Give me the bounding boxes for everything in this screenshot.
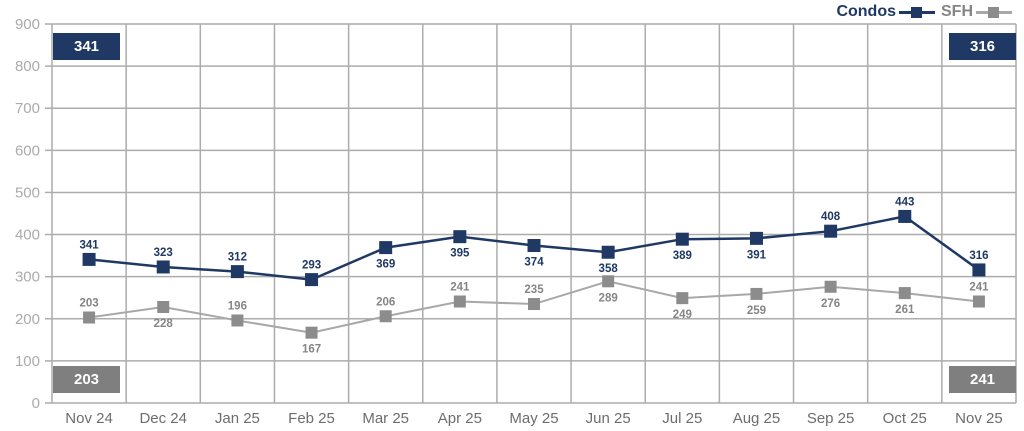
data-label-condos: 374 — [524, 257, 544, 269]
y-tick-label: 800 — [15, 58, 40, 75]
marker-sfh — [602, 275, 615, 288]
marker-sfh — [972, 295, 985, 308]
marker-condos — [82, 252, 96, 266]
data-label-condos: 358 — [599, 263, 619, 275]
legend-label-condos: Condos — [836, 3, 896, 20]
marker-condos — [230, 265, 244, 279]
data-label-sfh: 289 — [599, 292, 618, 304]
marker-condos — [675, 232, 689, 246]
data-label-sfh: 203 — [79, 298, 98, 310]
y-tick-label: 600 — [15, 142, 40, 159]
condos-legend-square — [911, 6, 922, 18]
condos-first-value-badge: 341 — [53, 33, 120, 60]
x-tick-label: May 25 — [509, 410, 558, 427]
data-label-sfh: 259 — [747, 305, 766, 317]
x-tick-label: Apr 25 — [438, 410, 482, 427]
x-tick-label: Oct 25 — [883, 410, 927, 427]
y-tick-label: 900 — [15, 16, 40, 33]
y-tick-label: 100 — [15, 353, 40, 370]
data-label-sfh: 276 — [821, 298, 840, 310]
data-label-condos: 312 — [228, 252, 247, 264]
sfh-last-value-badge: 241 — [949, 366, 1016, 393]
marker-sfh — [898, 287, 911, 300]
x-tick-label: Sep 25 — [807, 410, 855, 427]
marker-sfh — [379, 310, 392, 323]
data-label-condos: 443 — [895, 196, 914, 208]
x-tick-label: Aug 25 — [733, 410, 781, 427]
marker-sfh — [676, 292, 689, 305]
x-tick-label: Mar 25 — [362, 410, 409, 427]
data-label-condos: 323 — [154, 247, 173, 259]
legend-item-condos: Condos — [836, 3, 935, 21]
data-label-condos: 408 — [821, 211, 841, 223]
x-tick-label: Jan 25 — [215, 410, 260, 427]
x-tick-label: Jun 25 — [586, 410, 631, 427]
marker-condos — [898, 209, 912, 223]
data-label-sfh: 241 — [969, 282, 989, 294]
marker-sfh — [750, 287, 763, 300]
y-tick-label: 200 — [15, 311, 40, 328]
marker-condos — [453, 230, 467, 244]
x-tick-label: Nov 25 — [955, 410, 1003, 427]
marker-sfh — [231, 314, 244, 327]
sfh-line-marker-icon — [976, 6, 1012, 19]
marker-sfh — [453, 295, 466, 308]
x-tick-label: Nov 24 — [65, 410, 113, 427]
marker-condos — [972, 263, 986, 277]
data-label-condos: 389 — [673, 250, 692, 262]
marker-condos — [156, 260, 170, 274]
condos-last-value-badge: 316 — [949, 33, 1016, 60]
marker-condos — [749, 231, 763, 245]
chart-legend: Condos SFH — [836, 3, 1012, 21]
data-label-condos: 395 — [450, 248, 470, 260]
sfh-first-value-badge: 203 — [53, 366, 120, 393]
sfh-legend-square — [988, 6, 999, 18]
condos-line-marker-icon — [899, 6, 935, 19]
marker-condos — [824, 224, 838, 238]
data-label-condos: 293 — [302, 260, 321, 272]
data-label-sfh: 206 — [376, 296, 395, 308]
marker-condos — [527, 239, 541, 253]
data-label-sfh: 235 — [524, 284, 544, 296]
marker-condos — [305, 273, 319, 287]
y-tick-label: 700 — [15, 100, 40, 117]
marker-sfh — [305, 326, 318, 339]
data-label-condos: 341 — [79, 239, 99, 251]
marker-sfh — [157, 300, 170, 313]
marker-condos — [601, 245, 615, 259]
legend-item-sfh: SFH — [941, 3, 1012, 21]
x-tick-label: Jul 25 — [662, 410, 702, 427]
data-label-sfh: 249 — [673, 309, 692, 321]
data-label-sfh: 196 — [228, 300, 247, 312]
x-tick-label: Dec 24 — [139, 410, 187, 427]
data-label-sfh: 261 — [895, 304, 915, 316]
data-label-sfh: 167 — [302, 344, 321, 356]
y-tick-label: 0 — [32, 395, 40, 412]
data-label-condos: 391 — [747, 249, 767, 261]
marker-sfh — [83, 311, 96, 324]
marker-sfh — [824, 280, 837, 293]
x-tick-label: Feb 25 — [288, 410, 335, 427]
data-label-condos: 369 — [376, 259, 395, 271]
y-tick-label: 300 — [15, 269, 40, 286]
y-tick-label: 400 — [15, 227, 40, 244]
marker-sfh — [528, 298, 540, 311]
legend-label-sfh: SFH — [941, 3, 973, 20]
data-label-sfh: 241 — [450, 282, 470, 294]
marker-condos — [379, 241, 393, 255]
data-label-condos: 316 — [969, 250, 988, 262]
data-label-sfh: 228 — [154, 318, 174, 330]
y-tick-label: 500 — [15, 184, 40, 201]
